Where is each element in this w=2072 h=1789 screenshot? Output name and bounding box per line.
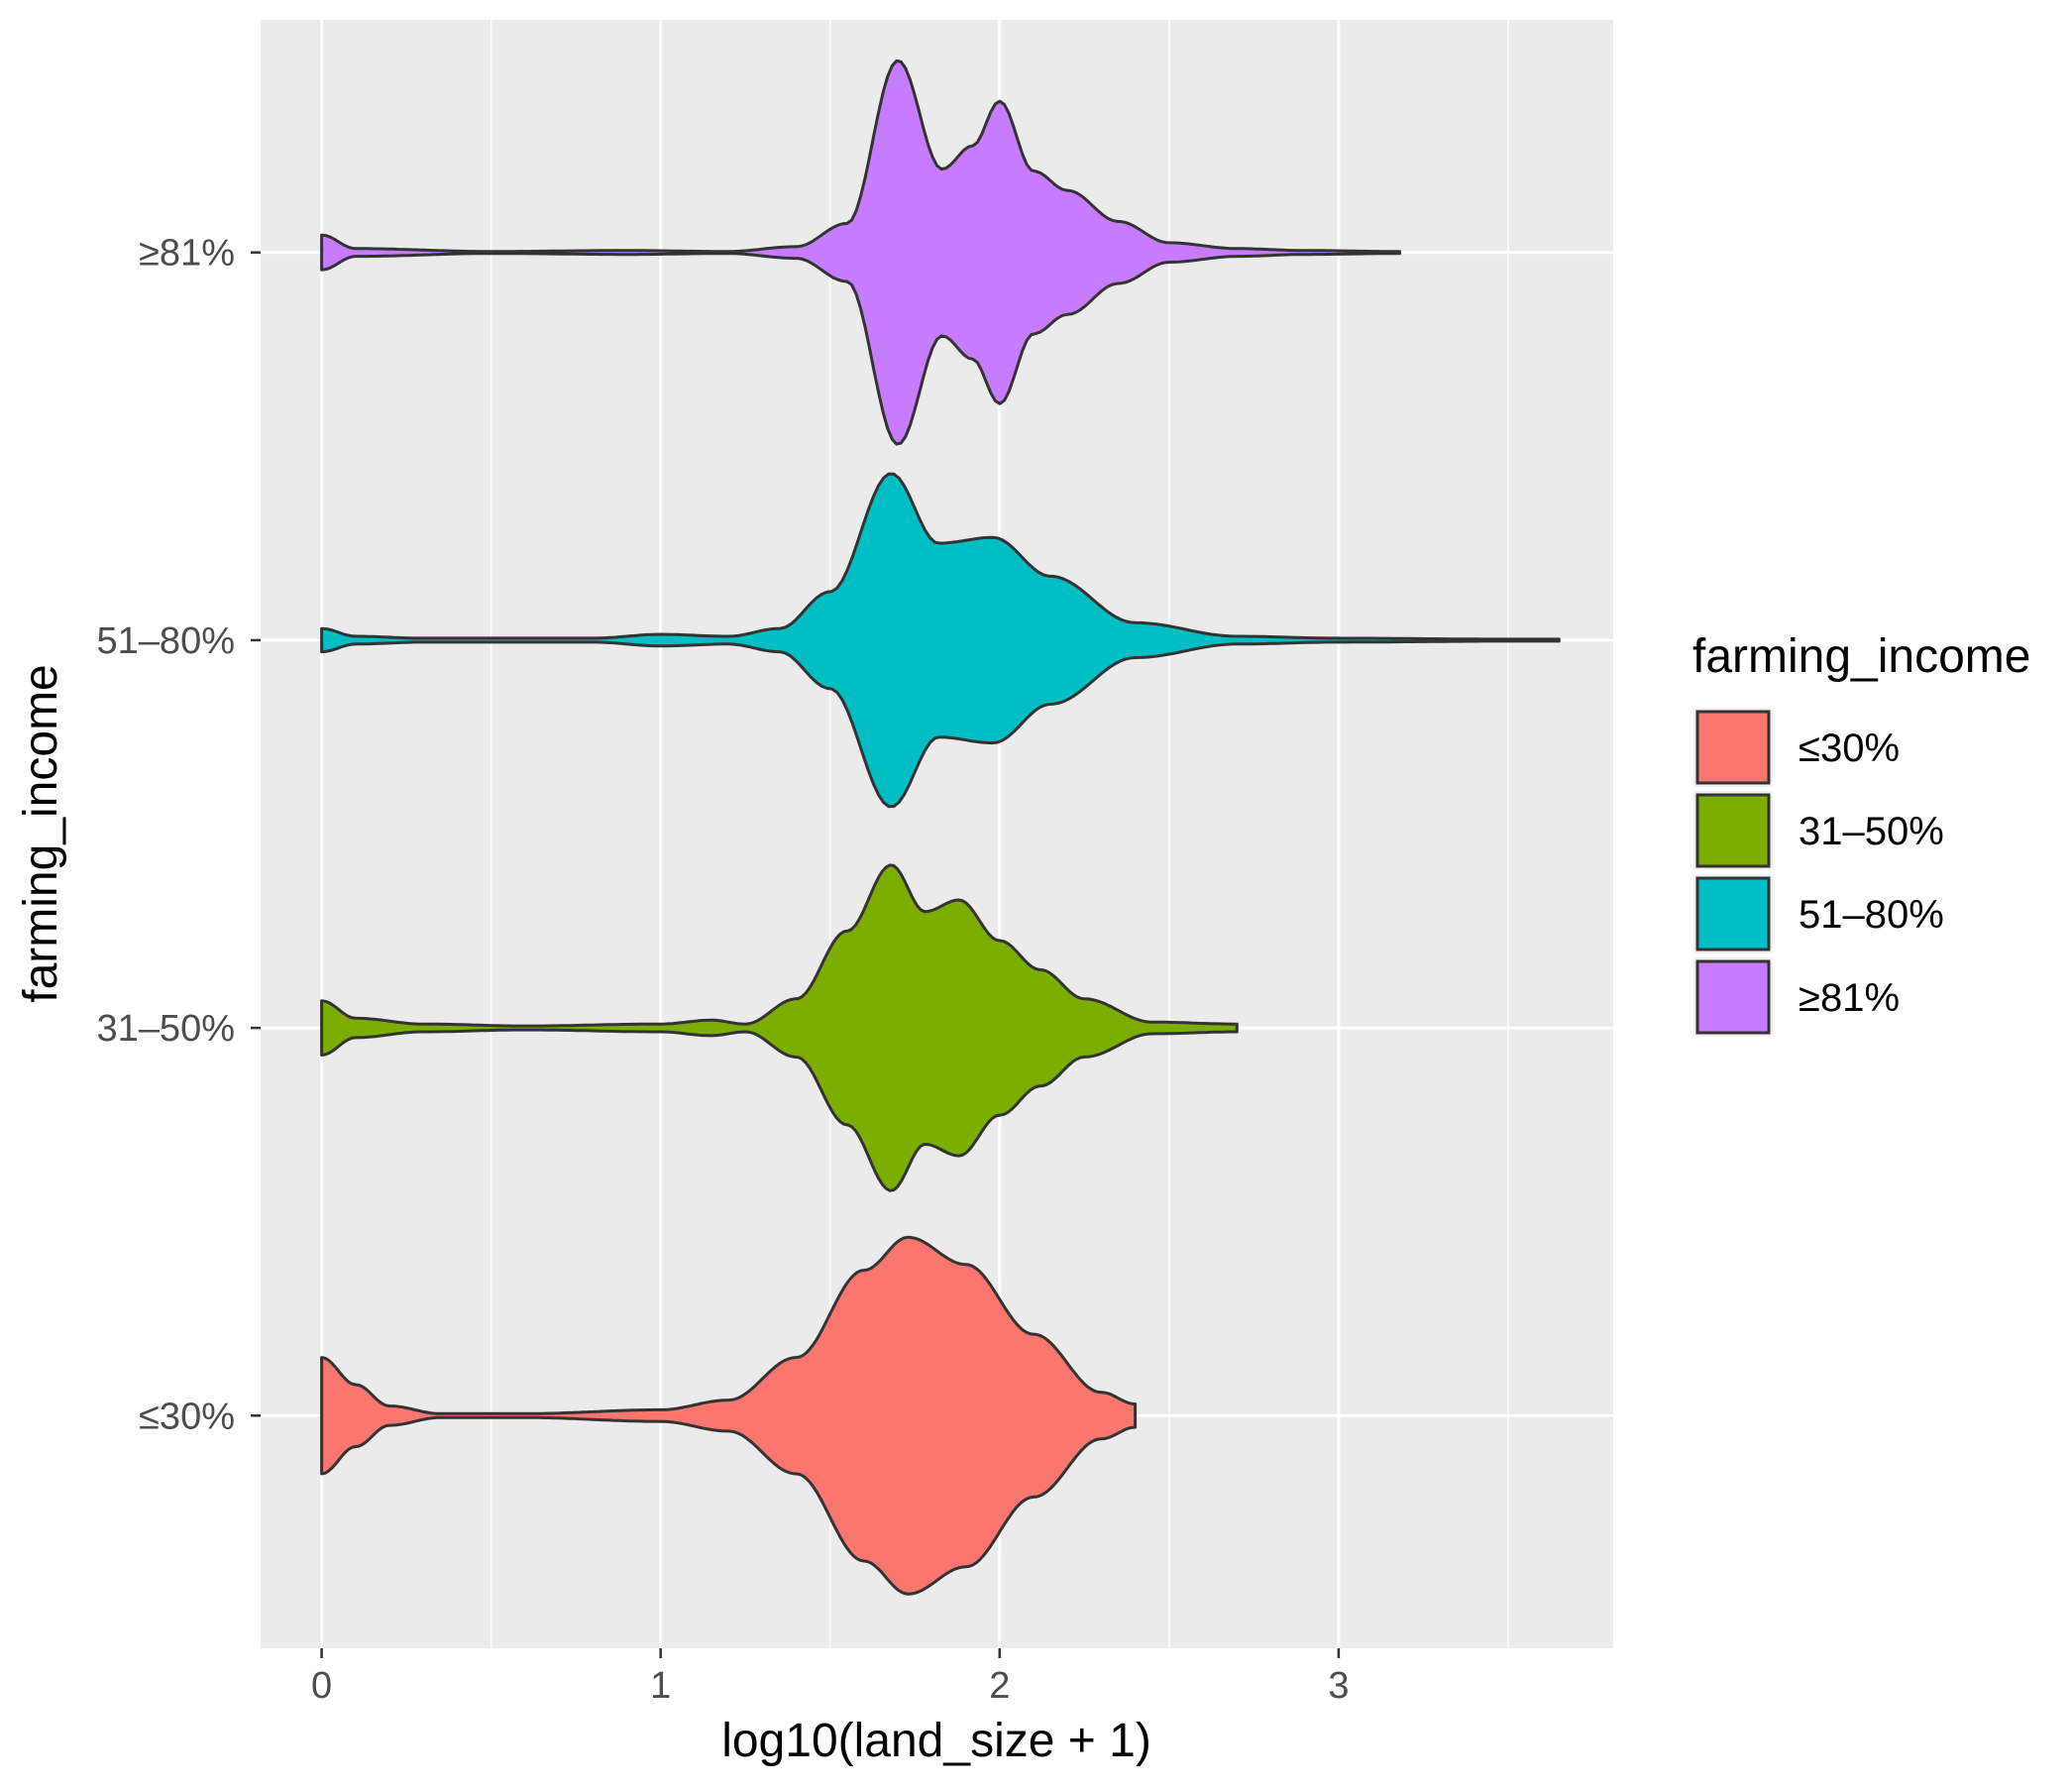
x-axis: 0 1 2 3 bbox=[311, 1648, 1349, 1707]
legend-label-1: 31–50% bbox=[1799, 810, 1944, 853]
legend-title: farming_income bbox=[1692, 630, 2030, 683]
violins bbox=[320, 58, 1561, 1596]
y-tick-label-0: ≤30% bbox=[139, 1396, 235, 1437]
y-axis: ≤30% 31–50% 51–80% ≥81% bbox=[97, 233, 261, 1437]
y-axis-title: farming_income bbox=[15, 664, 67, 1002]
legend-label-0: ≤30% bbox=[1799, 727, 1900, 770]
y-tick-label-2: 51–80% bbox=[97, 620, 235, 662]
legend-swatch-2 bbox=[1695, 876, 1771, 951]
violin-3 bbox=[320, 58, 1401, 446]
legend: farming_income ≤30% 31–50% 51–80% ≥81% bbox=[1692, 630, 2030, 1037]
legend-swatch-1 bbox=[1695, 793, 1771, 868]
y-tick-label-3: ≥81% bbox=[139, 233, 235, 275]
legend-label-3: ≥81% bbox=[1799, 976, 1900, 1020]
violin-0 bbox=[320, 1235, 1138, 1596]
legend-swatch-3 bbox=[1695, 959, 1771, 1035]
x-tick-label-2: 2 bbox=[989, 1665, 1010, 1707]
y-tick-label-1: 31–50% bbox=[97, 1008, 235, 1050]
x-tick-label-3: 3 bbox=[1328, 1665, 1349, 1707]
x-tick-label-0: 0 bbox=[311, 1665, 332, 1707]
x-tick-label-1: 1 bbox=[650, 1665, 671, 1707]
x-axis-title: log10(land_size + 1) bbox=[721, 1715, 1151, 1767]
legend-label-2: 51–80% bbox=[1799, 893, 1944, 937]
legend-swatch-0 bbox=[1695, 710, 1771, 785]
violin-1 bbox=[320, 863, 1239, 1192]
violin-2 bbox=[320, 472, 1561, 809]
